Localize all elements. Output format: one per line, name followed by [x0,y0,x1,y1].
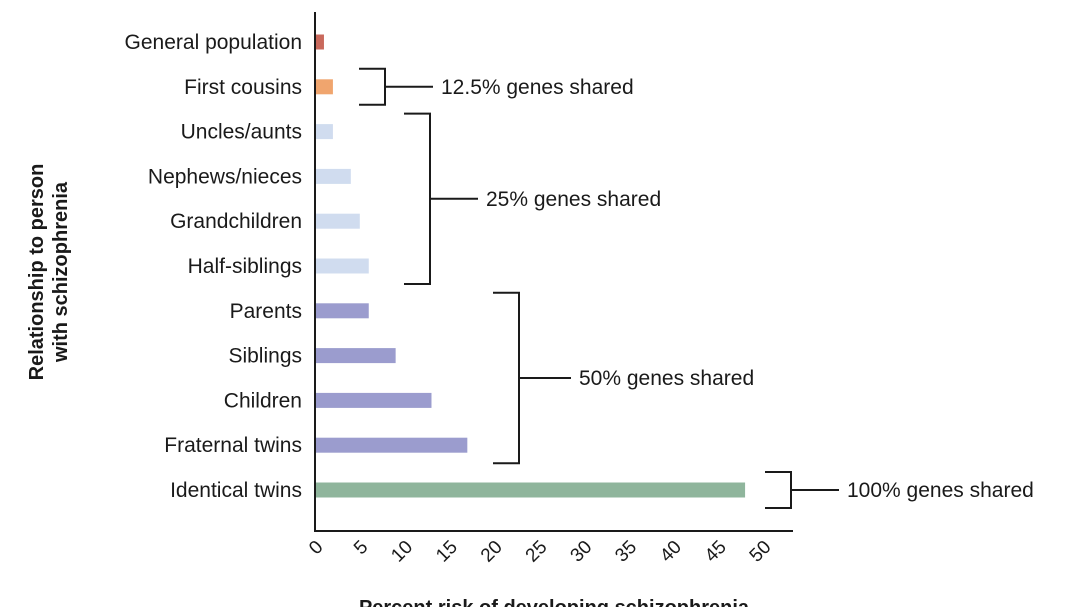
category-label: Fraternal twins [164,434,302,457]
y-axis-title: Relationship to person with schizophrenia [26,164,72,381]
x-tick-label: 25 [522,537,552,567]
bar [316,168,351,184]
bracket-annotations: 12.5% genes shared 25% genes shared 50% ge… [359,67,1034,509]
category-label: Half-siblings [188,255,302,278]
bar [316,258,369,274]
annotation-label: 100% genes shared [847,479,1034,502]
x-tick-label: 10 [387,537,417,567]
x-ticks: 0 5 10 15 20 25 30 35 40 45 50 [305,537,775,567]
axes [314,12,793,532]
category-label: Grandchildren [170,210,302,233]
x-tick-label: 40 [656,537,686,567]
bars [316,34,746,498]
x-axis-title-group: Percent risk of developing schizophrenia [359,597,750,607]
category-label: Uncles/aunts [181,121,302,144]
bar [316,348,396,364]
x-tick-label: 0 [305,537,327,559]
y-axis-title-text: Relationship to person with schizophrenia [26,164,72,381]
x-tick-label: 50 [746,537,776,567]
annotation-label: 50% genes shared [579,367,754,390]
category-label: Children [224,389,302,412]
bar [316,124,333,140]
x-tick-label: 5 [350,537,372,559]
category-label: Nephews/nieces [148,165,302,188]
bar [316,79,333,95]
bar [316,392,432,408]
category-label: General population [125,31,302,54]
category-label: Siblings [228,345,302,368]
category-label: Identical twins [170,479,302,502]
y-axis-title-line: with schizophrenia [50,181,72,363]
bracket [404,112,431,285]
bar [316,303,369,319]
x-tick-label: 20 [477,537,507,567]
annotation-label: 12.5% genes shared [441,76,634,99]
y-axis-title-line: Relationship to person [26,164,48,381]
bar [316,34,324,50]
bracket [765,471,792,509]
x-tick-label: 35 [611,537,641,567]
bar [316,213,360,229]
bracket [359,67,386,106]
x-axis-title: Percent risk of developing schizophrenia [359,597,750,607]
x-tick-label: 30 [567,537,597,567]
category-label: Parents [230,300,302,323]
annotation-label: 25% genes shared [486,188,661,211]
x-tick-label: 45 [701,537,731,567]
bar [316,437,468,453]
category-label: First cousins [184,76,302,99]
bar [316,482,746,498]
x-tick-label: 15 [432,537,462,567]
category-labels: General population First cousins Uncles/au… [125,31,302,502]
bracket [493,291,520,465]
